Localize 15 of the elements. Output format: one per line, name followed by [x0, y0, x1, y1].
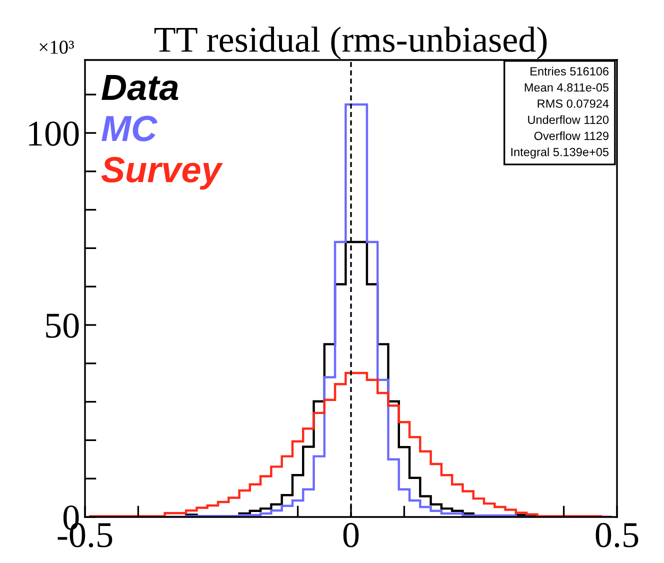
annotation: Mean 4.811e-05 [524, 83, 609, 92]
annotation: Overflow 1129 [534, 131, 608, 140]
y-tick-label: 100 [29, 121, 79, 146]
annotation: RMS 0.07924 [538, 99, 609, 108]
text: Survey [101, 156, 223, 190]
text: MC [102, 116, 158, 142]
chart-title: TT residual (rms-unbiased) [154, 26, 547, 60]
annotation: Entries 516106 [530, 66, 609, 76]
text: ×10³ [40, 40, 74, 54]
annotation: Underflow 1120 [528, 115, 609, 124]
x-tick-label: 0.5 [596, 522, 638, 548]
x-tick-label: 0 [343, 522, 359, 548]
y-tick-label: 50 [46, 314, 79, 338]
text: Data [102, 75, 178, 100]
annotation: Integral 5.139e+05 [511, 148, 609, 159]
